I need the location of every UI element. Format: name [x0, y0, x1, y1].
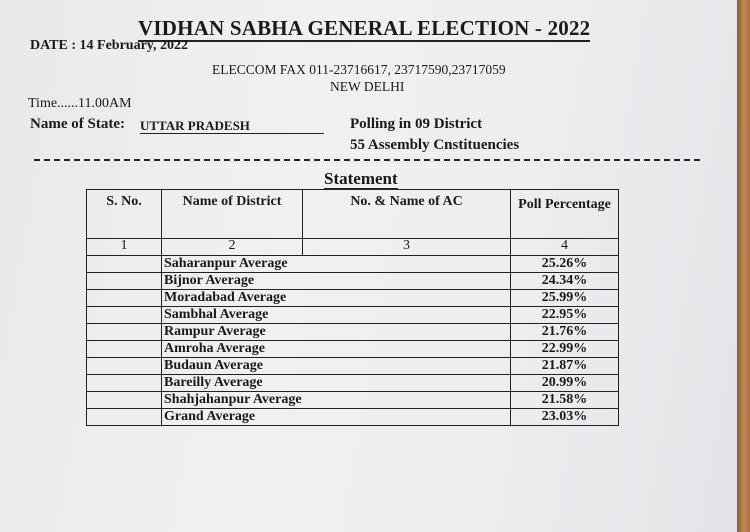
city-name: NEW DELHI [330, 79, 405, 94]
sno-cell [86, 391, 162, 409]
district-name: Grand Average [164, 409, 256, 424]
column-number-row: 1 2 3 4 [86, 238, 619, 256]
table-row: Bijnor Average 24.34% [86, 272, 619, 290]
percentage-cell: 21.58% [510, 391, 619, 409]
table-row: Sambhal Average 22.95% [86, 306, 619, 324]
district-cell: Moradabad Average [161, 289, 511, 307]
sno-cell [86, 289, 162, 307]
dashed-divider [34, 159, 700, 161]
district-name: Shahjahanpur Average [164, 392, 302, 407]
sno-cell [86, 323, 162, 341]
district-cell: Bareilly Average [161, 374, 511, 392]
header-poll-percentage: Poll Percentage [510, 189, 619, 239]
column-number: 2 [161, 238, 303, 256]
district-name: Saharanpur Average [164, 256, 288, 271]
column-number: 1 [86, 238, 162, 256]
percentage-cell: 25.26% [510, 255, 619, 273]
document-date: DATE : 14 February, 2022 [30, 38, 189, 53]
district-cell: Amroha Average [161, 340, 511, 358]
district-cell: Sambhal Average [161, 306, 511, 324]
sno-cell [86, 255, 162, 273]
column-number: 3 [302, 238, 511, 256]
percentage-cell: 24.34% [510, 272, 619, 290]
district-name: Rampur Average [164, 324, 266, 339]
table-row: Amroha Average 22.99% [86, 340, 619, 358]
district-cell: Grand Average [161, 408, 511, 426]
column-number: 4 [510, 238, 619, 256]
sno-cell [86, 374, 162, 392]
district-name: Sambhal Average [164, 307, 269, 322]
table-row: Grand Average 23.03% [86, 408, 619, 426]
state-label: Name of State: [30, 116, 125, 132]
header-sno: S. No. [86, 189, 162, 239]
district-name: Bijnor Average [164, 273, 255, 288]
percentage-cell: 22.95% [510, 306, 619, 324]
table-row: Bareilly Average 20.99% [86, 374, 619, 392]
district-cell: Bijnor Average [161, 272, 511, 290]
district-cell: Saharanpur Average [161, 255, 511, 273]
district-cell: Budaun Average [161, 357, 511, 375]
header-ac: No. & Name of AC [302, 189, 511, 239]
sno-cell [86, 272, 162, 290]
district-name: Bareilly Average [164, 375, 263, 390]
table-row: Budaun Average 21.87% [86, 357, 619, 375]
table-row: Shahjahanpur Average 21.58% [86, 391, 619, 409]
sno-cell [86, 340, 162, 358]
state-value: UTTAR PRADESH [140, 118, 324, 134]
percentage-cell: 21.87% [510, 357, 619, 375]
table-header-row: S. No. Name of District No. & Name of AC… [86, 189, 619, 239]
sno-cell [86, 408, 162, 426]
percentage-cell: 25.99% [510, 289, 619, 307]
table-row: Moradabad Average 25.99% [86, 289, 619, 307]
table-row: Rampur Average 21.76% [86, 323, 619, 341]
percentage-cell: 21.76% [510, 323, 619, 341]
percentage-cell: 20.99% [510, 374, 619, 392]
assembly-constituencies: 55 Assembly Cnstituencies [350, 137, 520, 153]
district-name: Amroha Average [164, 341, 265, 356]
poll-percentage-table: S. No. Name of District No. & Name of AC… [86, 189, 619, 426]
percentage-cell: 23.03% [510, 408, 619, 426]
table-row: Saharanpur Average 25.26% [86, 255, 619, 273]
sno-cell [86, 306, 162, 324]
table-edge-background [737, 0, 750, 532]
district-name: Moradabad Average [164, 290, 287, 305]
polling-districts: Polling in 09 District [350, 116, 483, 132]
district-cell: Rampur Average [161, 323, 511, 341]
header-district: Name of District [161, 189, 303, 239]
sno-cell [86, 357, 162, 375]
percentage-cell: 22.99% [510, 340, 619, 358]
district-cell: Shahjahanpur Average [161, 391, 511, 409]
fax-numbers: ELECCOM FAX 011-23716617, 23717590,23717… [212, 62, 506, 77]
district-name: Budaun Average [164, 358, 263, 373]
statement-heading: Statement [324, 169, 398, 190]
report-time: Time......11.00AM [28, 96, 132, 111]
document-title: VIDHAN SABHA GENERAL ELECTION - 2022 [138, 16, 591, 42]
